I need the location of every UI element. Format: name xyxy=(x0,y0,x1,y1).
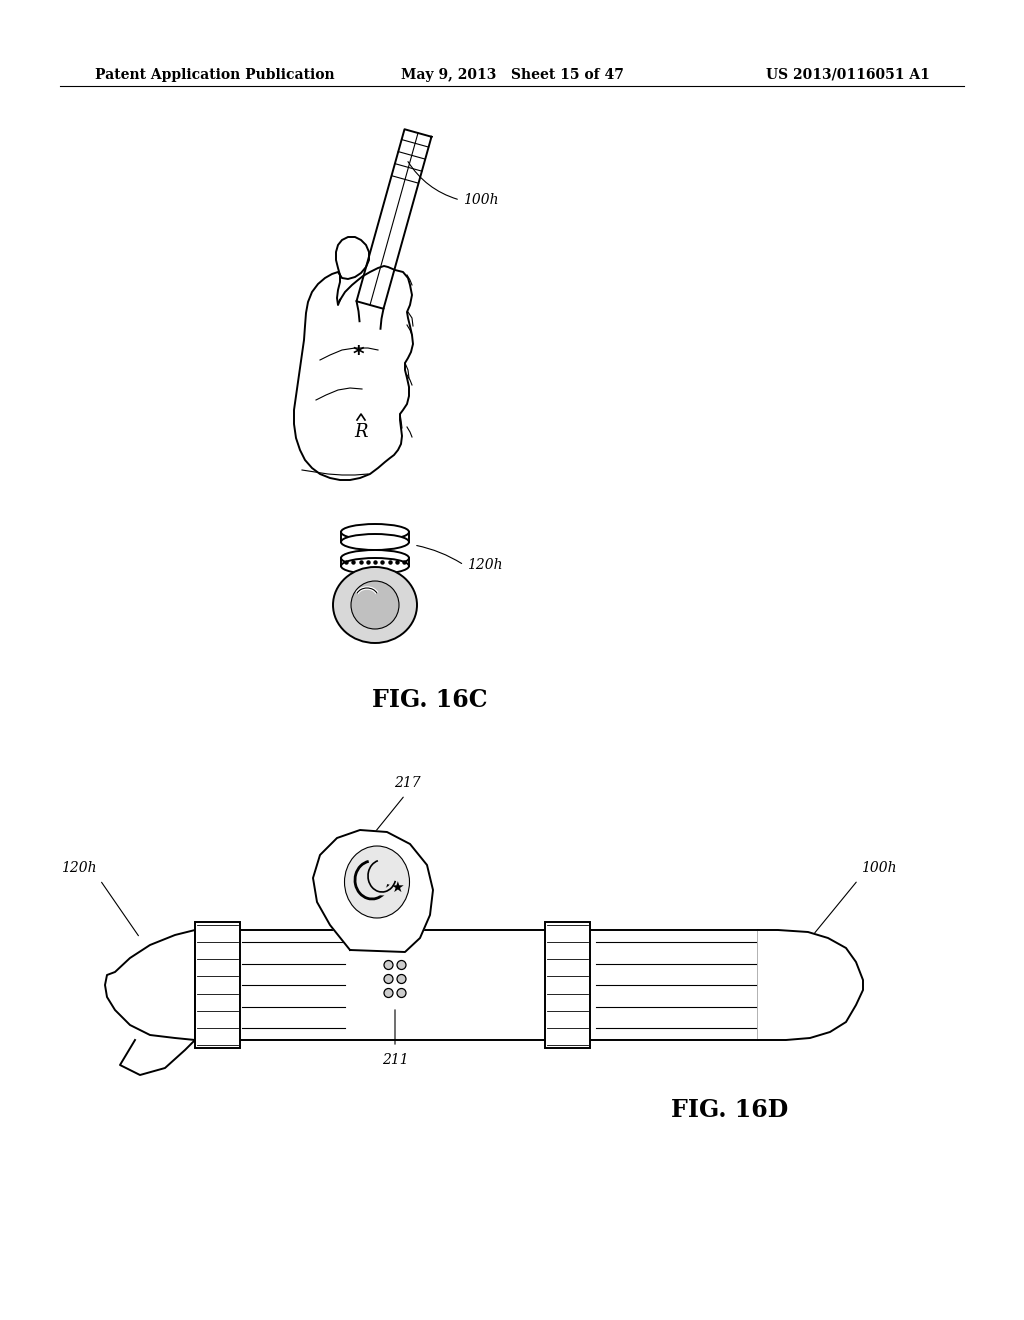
Text: 120h: 120h xyxy=(467,558,503,572)
Text: 217: 217 xyxy=(393,776,420,789)
Ellipse shape xyxy=(344,846,410,917)
Circle shape xyxy=(351,581,399,630)
Text: FIG. 16C: FIG. 16C xyxy=(373,688,487,711)
Text: R: R xyxy=(354,422,368,441)
Circle shape xyxy=(384,989,393,998)
Text: 100h: 100h xyxy=(463,193,499,207)
Polygon shape xyxy=(120,1040,195,1074)
Text: Patent Application Publication: Patent Application Publication xyxy=(95,69,335,82)
Bar xyxy=(545,921,590,1048)
Text: US 2013/0116051 A1: US 2013/0116051 A1 xyxy=(766,69,930,82)
Ellipse shape xyxy=(341,550,409,566)
Circle shape xyxy=(397,974,406,983)
Polygon shape xyxy=(313,830,433,952)
Text: *: * xyxy=(352,345,364,366)
Circle shape xyxy=(384,961,393,969)
Circle shape xyxy=(384,974,393,983)
Bar xyxy=(195,921,240,1048)
Text: 100h: 100h xyxy=(861,861,896,875)
Text: FIG. 16D: FIG. 16D xyxy=(672,1098,788,1122)
Ellipse shape xyxy=(333,568,417,643)
Ellipse shape xyxy=(341,524,409,540)
Text: 211: 211 xyxy=(382,1053,409,1067)
Bar xyxy=(195,931,758,1040)
Circle shape xyxy=(397,989,406,998)
Ellipse shape xyxy=(341,558,409,574)
Polygon shape xyxy=(105,931,195,1040)
Text: ★: ★ xyxy=(390,879,403,895)
Text: May 9, 2013   Sheet 15 of 47: May 9, 2013 Sheet 15 of 47 xyxy=(400,69,624,82)
Ellipse shape xyxy=(341,535,409,550)
Circle shape xyxy=(397,961,406,969)
Polygon shape xyxy=(758,931,863,1040)
Text: 120h: 120h xyxy=(61,861,97,875)
